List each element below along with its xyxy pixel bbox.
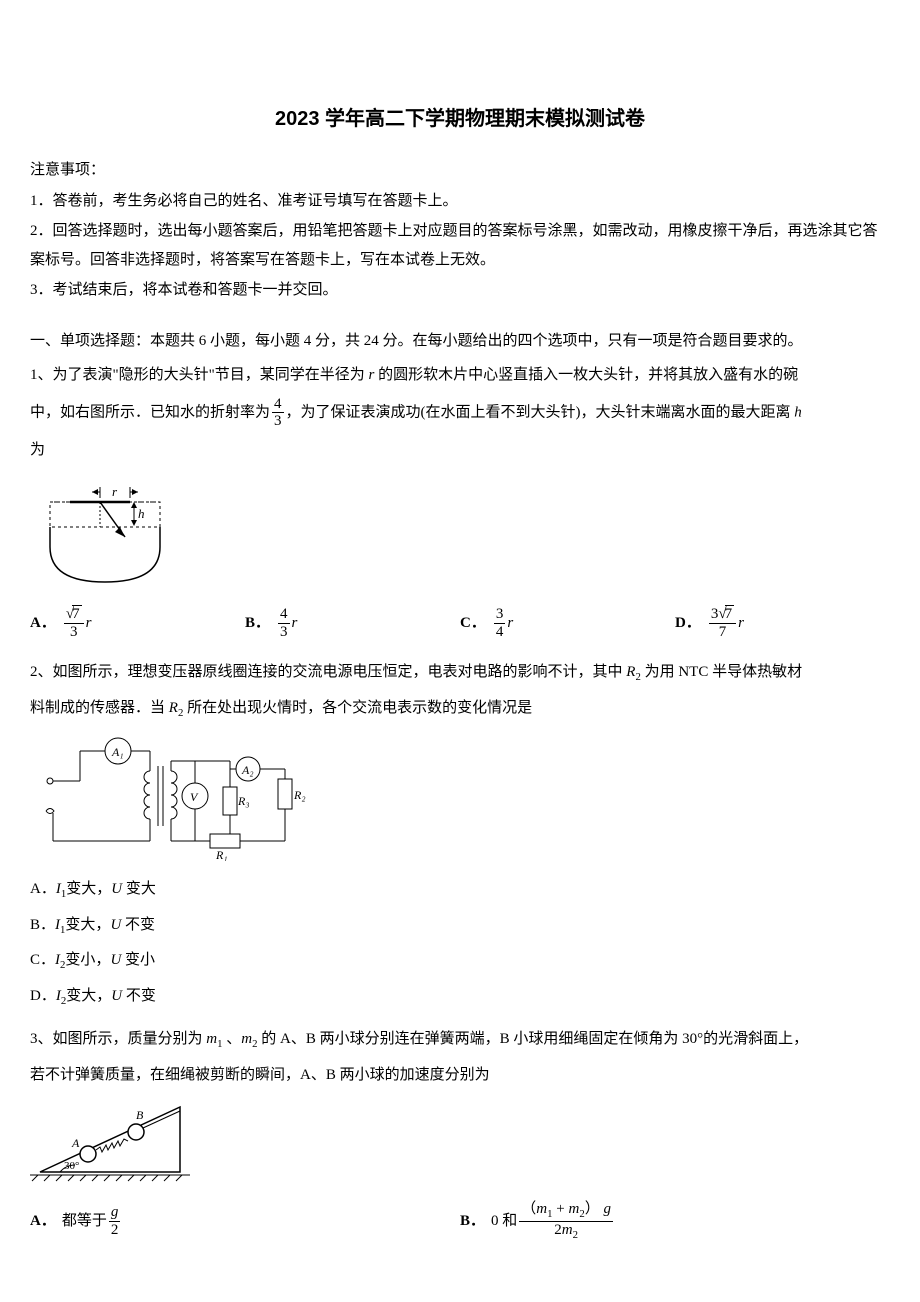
frac-den: 2 <box>109 1222 121 1239</box>
q3-opt-a: A． 都等于 g 2 <box>30 1204 460 1238</box>
q1-refraction-fraction: 43 <box>272 396 284 430</box>
q1-opt-d: D． 3√7 7 r <box>675 606 890 640</box>
q3-diagram: 30° A B <box>30 1097 890 1187</box>
q3-m1: m <box>206 1031 217 1047</box>
q1-line1a: 1、为了表演"隐形的大头针"节目，某同学在半径为 <box>30 367 369 383</box>
q3-options: A． 都等于 g 2 B． 0 和 （m1 + m2） g 2m2 <box>30 1201 890 1242</box>
frac-den: 4 <box>494 624 506 641</box>
q1-b-suf: r <box>292 609 298 638</box>
q3-b-pre: 0 和 <box>491 1207 517 1236</box>
q2-a1-label: A₁ <box>111 745 124 759</box>
q2-opt-b: B．I1变大，U 不变 <box>30 911 890 941</box>
frac-num: 4 <box>278 606 290 624</box>
q2-r1-label: R₁ <box>215 848 228 861</box>
q1-text2: 中，如右图所示．已知水的折射率为43，为了保证表演成功(在水面上看不到大头针)，… <box>30 396 890 430</box>
section-1-header: 一、单项选择题：本题共 6 小题，每小题 4 分，共 24 分。在每小题给出的四… <box>30 327 890 356</box>
opt-label-d: D． <box>675 609 701 638</box>
q1-line1b: 的圆形软木片中心竖直插入一枚大头针，并将其放入盛有水的碗 <box>374 367 798 383</box>
q2-l2b: 所在处出现火情时，各个交流电表示数的变化情况是 <box>183 700 532 716</box>
q2-l1b: 为用 NTC 半导体热敏材 <box>641 664 802 680</box>
q1-opt-a: A． √7 3 r <box>30 606 245 640</box>
q1-text3: 为 <box>30 436 890 465</box>
q1-h: h <box>794 404 802 420</box>
q1-diag-r: r <box>112 484 118 499</box>
frac-num: 4 <box>272 396 284 414</box>
q3-a-frac: g 2 <box>109 1204 121 1238</box>
exam-title: 2023 学年高二下学期物理期末模拟测试卷 <box>30 100 890 138</box>
q2-options: A．I1变大，U 变大 B．I1变大，U 不变 C．I2变小，U 变小 D．I2… <box>30 875 890 1011</box>
q1-opt-b: B． 4 3 r <box>245 606 460 640</box>
q2-l2a: 料制成的传感器．当 <box>30 700 169 716</box>
q3-sep: 、 <box>223 1031 242 1047</box>
q1-diagram: r h <box>30 472 890 592</box>
q1-b-frac: 4 3 <box>278 606 290 640</box>
q1-d-suf: r <box>738 609 744 638</box>
q1-d-frac: 3√7 7 <box>709 606 736 640</box>
q3-l1b: 的 A、B 两小球分别连在弹簧两端，B 小球用细绳固定在倾角为 30°的光滑斜面… <box>258 1031 809 1047</box>
q1-opt-c: C． 3 4 r <box>460 606 675 640</box>
q3-opt-b: B． 0 和 （m1 + m2） g 2m2 <box>460 1201 890 1242</box>
q2-r2-label: R₂ <box>293 788 306 802</box>
q3-b-label: B <box>136 1108 144 1122</box>
frac-num: （m1 + m2） g <box>519 1201 613 1222</box>
frac-den: 7 <box>709 624 736 641</box>
q3-a-label: A <box>71 1136 80 1150</box>
opt-label-a: A． <box>30 609 56 638</box>
q2-diagram: A₁ A₂ R₂ R₃ R₁ V <box>30 731 890 861</box>
frac-den: 3 <box>278 624 290 641</box>
q1-options: A． √7 3 r B． 4 3 r C． 3 4 r D． 3√7 7 r <box>30 606 890 640</box>
q2-text2: 料制成的传感器．当 R2 所在处出现火情时，各个交流电表示数的变化情况是 <box>30 694 890 724</box>
notice-3: 3．考试结束后，将本试卷和答题卡一并交回。 <box>30 276 890 305</box>
q2-opt-c: C．I2变小，U 变小 <box>30 946 890 976</box>
q3-text2: 若不计弹簧质量，在细绳被剪断的瞬间，A、B 两小球的加速度分别为 <box>30 1061 890 1090</box>
frac-num: 3√7 <box>709 606 736 624</box>
notice-2: 2．回答选择题时，选出每小题答案后，用铅笔把答题卡上对应题目的答案标号涂黑，如需… <box>30 217 890 274</box>
frac-den: 2m2 <box>519 1222 613 1242</box>
q2-opt-d: D．I2变大，U 不变 <box>30 982 890 1012</box>
q3-text: 3、如图所示，质量分别为 m1 、m2 的 A、B 两小球分别连在弹簧两端，B … <box>30 1025 890 1055</box>
q2-opt-a: A．I1变大，U 变大 <box>30 875 890 905</box>
q2-r3-label: R₃ <box>237 794 250 808</box>
notice-header: 注意事项： <box>30 156 890 185</box>
q3-a-pre: 都等于 <box>62 1207 107 1236</box>
q2-l1: 2、如图所示，理想变压器原线圈连接的交流电源电压恒定，电表对电路的影响不计，其中 <box>30 664 626 680</box>
opt-label-b: B． <box>245 609 270 638</box>
q2-v-label: V <box>190 790 199 804</box>
q1-c-frac: 3 4 <box>494 606 506 640</box>
q1-line2a: 中，如右图所示．已知水的折射率为 <box>30 404 270 420</box>
q1-a-frac: √7 3 <box>64 606 84 640</box>
q1-diag-h: h <box>138 506 145 521</box>
q1-text: 1、为了表演"隐形的大头针"节目，某同学在半径为 r 的圆形软木片中心竖直插入一… <box>30 361 890 390</box>
q3-angle: 30° <box>64 1160 79 1172</box>
q2-a2-label: A₂ <box>241 763 254 777</box>
q3-m2: m <box>241 1031 252 1047</box>
frac-num: √7 <box>64 606 84 624</box>
opt-label-c: C． <box>460 609 486 638</box>
frac-den: 3 <box>272 413 284 430</box>
opt-label-b: B． <box>460 1207 485 1236</box>
q1-line2b: ，为了保证表演成功(在水面上看不到大头针)，大头针末端离水面的最大距离 <box>286 404 795 420</box>
notice-1: 1．答卷前，考生务必将自己的姓名、准考证号填写在答题卡上。 <box>30 187 890 216</box>
q1-a-suf: r <box>86 609 92 638</box>
frac-den: 3 <box>64 624 84 641</box>
opt-label-a: A． <box>30 1207 56 1236</box>
frac-num: 3 <box>494 606 506 624</box>
q2-r2b: R <box>169 700 178 716</box>
q2-text: 2、如图所示，理想变压器原线圈连接的交流电源电压恒定，电表对电路的影响不计，其中… <box>30 658 890 688</box>
q1-c-suf: r <box>507 609 513 638</box>
frac-num: g <box>109 1204 121 1222</box>
q3-b-frac: （m1 + m2） g 2m2 <box>519 1201 613 1242</box>
q3-l1a: 3、如图所示，质量分别为 <box>30 1031 206 1047</box>
